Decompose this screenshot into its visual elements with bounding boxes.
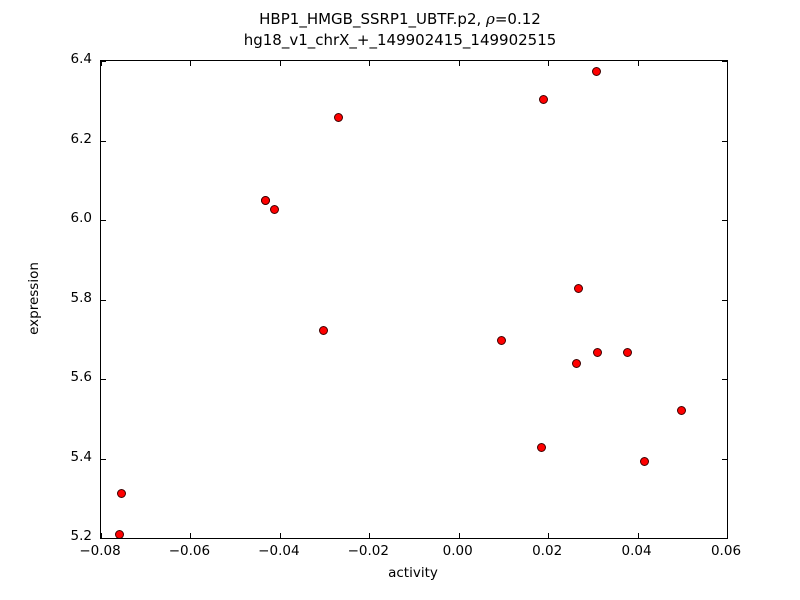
y-tick-mark-right <box>722 61 727 62</box>
x-tick-mark <box>637 533 639 538</box>
data-point <box>572 359 582 369</box>
y-axis-label: expression <box>26 262 42 335</box>
x-tick-mark-top <box>369 61 371 66</box>
y-tick-label: 6.2 <box>70 130 92 147</box>
x-tick-label: 0.02 <box>532 543 563 559</box>
x-tick-mark <box>279 533 281 538</box>
rho-value: =0.12 <box>494 10 541 28</box>
x-tick-mark <box>369 533 371 538</box>
x-tick-mark-top <box>548 61 550 66</box>
x-tick-mark-top <box>101 61 102 66</box>
y-tick-mark <box>101 299 106 301</box>
x-tick-label: 0.00 <box>442 543 473 559</box>
x-tick-label: −0.04 <box>258 543 300 559</box>
data-point <box>319 326 329 335</box>
x-tick-label: 0.06 <box>710 543 742 559</box>
y-tick-mark-right <box>722 299 727 301</box>
x-tick-label: −0.02 <box>347 543 389 559</box>
y-tick-label: 5.4 <box>70 448 92 465</box>
y-tick-label: 6.0 <box>70 210 92 226</box>
x-tick-mark-top <box>637 61 639 66</box>
y-tick-label: 5.8 <box>70 289 92 306</box>
data-point <box>537 443 547 453</box>
data-point <box>677 405 687 415</box>
y-tick-label: 5.2 <box>70 528 92 544</box>
y-tick-mark-right <box>722 140 727 142</box>
rho-symbol: ρ <box>486 10 495 28</box>
plot-data-area <box>101 61 727 538</box>
data-point <box>270 204 280 214</box>
data-point <box>261 195 271 205</box>
data-point <box>592 67 602 77</box>
data-point <box>574 283 584 293</box>
x-tick-mark-top <box>190 61 192 66</box>
data-point <box>334 112 344 122</box>
chart-title-line-1: HBP1_HMGB_SSRP1_UBTF.p2, ρ=0.12 <box>0 9 800 30</box>
y-tick-mark-right <box>722 220 727 221</box>
x-tick-mark-top <box>727 61 728 66</box>
y-tick-mark <box>101 379 106 380</box>
x-tick-label: 0.04 <box>621 543 652 559</box>
x-tick-mark <box>548 533 550 538</box>
data-point <box>592 347 602 357</box>
x-tick-mark-top <box>279 61 281 66</box>
y-tick-mark-right <box>722 538 727 539</box>
x-tick-label: −0.08 <box>79 543 121 559</box>
y-tick-mark <box>101 220 106 221</box>
y-tick-mark <box>101 140 106 142</box>
chart-title-line-2: hg18_v1_chrX_+_149902415_149902515 <box>243 31 557 49</box>
x-tick-label: −0.06 <box>168 543 211 559</box>
data-point <box>539 95 549 105</box>
y-tick-label: 6.4 <box>70 51 92 67</box>
plot-axes-frame <box>100 60 728 539</box>
chart-title: HBP1_HMGB_SSRP1_UBTF.p2, ρ=0.12 hg18_v1_… <box>0 9 800 51</box>
data-point <box>115 530 125 538</box>
data-point <box>623 347 633 357</box>
x-tick-mark <box>458 533 460 538</box>
data-point <box>497 336 507 346</box>
y-tick-mark-right <box>722 379 727 380</box>
x-tick-mark <box>727 533 728 538</box>
data-point <box>116 488 126 498</box>
y-tick-mark <box>101 538 106 539</box>
chart-title-prefix: HBP1_HMGB_SSRP1_UBTF.p2, <box>259 10 487 28</box>
x-tick-mark-top <box>458 61 460 66</box>
y-tick-mark-right <box>722 458 727 460</box>
y-tick-mark <box>101 61 106 62</box>
y-tick-label: 5.6 <box>70 369 92 385</box>
x-tick-mark <box>101 533 102 538</box>
data-point <box>639 456 649 466</box>
y-tick-mark <box>101 458 106 460</box>
x-tick-mark <box>190 533 192 538</box>
x-axis-label: activity <box>388 565 438 581</box>
